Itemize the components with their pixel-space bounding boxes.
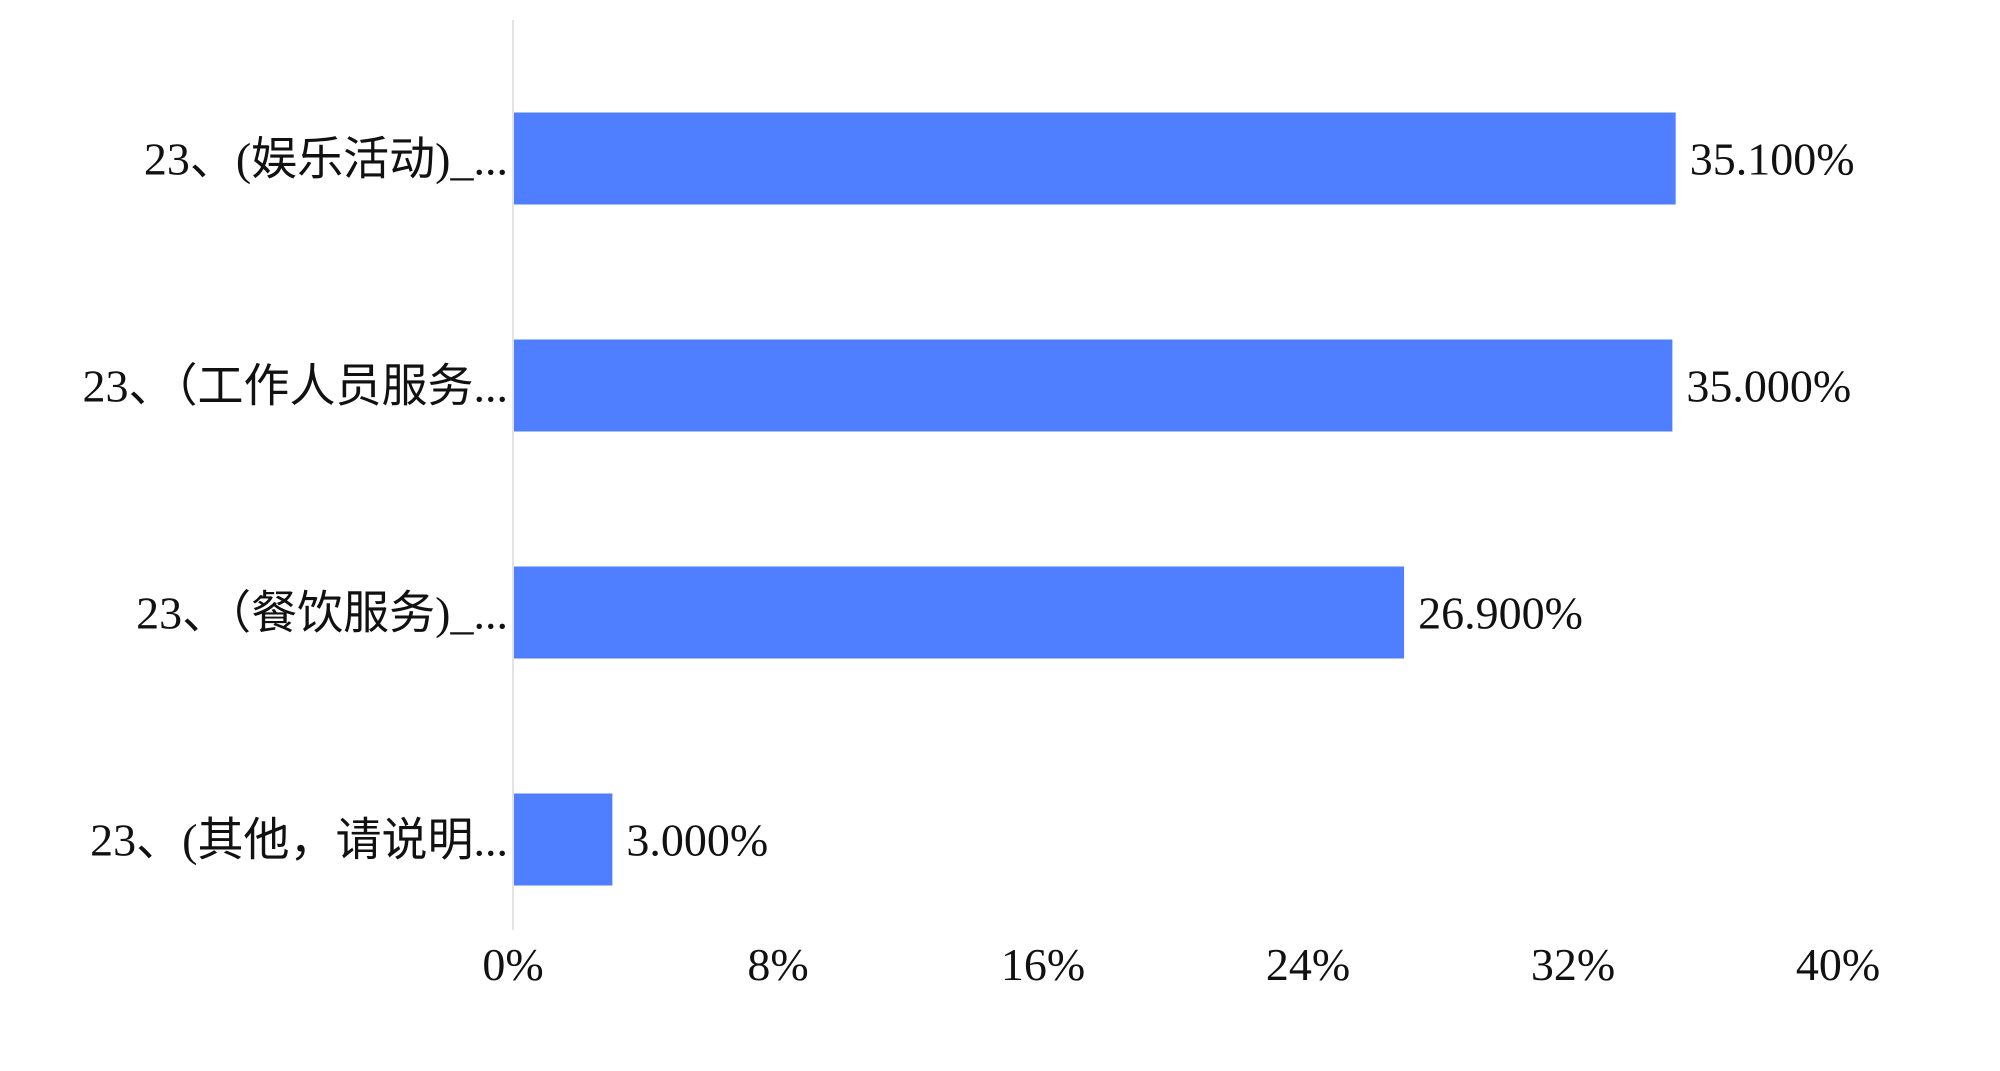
category-label: 23、（工作人员服务...: [83, 361, 509, 412]
data-label: 3.000%: [626, 815, 768, 866]
data-label: 26.900%: [1418, 588, 1583, 639]
x-tick-label: 32%: [1531, 939, 1615, 990]
value-labels: 35.100% 35.000% 26.900% 3.000%: [626, 134, 1854, 866]
category-label: 23、(其他，请说明...: [90, 815, 508, 866]
x-tick-label: 0%: [482, 939, 543, 990]
x-tick-label: 16%: [1001, 939, 1085, 990]
x-tick-label: 24%: [1266, 939, 1350, 990]
x-axis-tick-labels: 0% 8% 16% 24% 32% 40%: [482, 939, 1880, 990]
category-label: 23、(娱乐活动)_...: [144, 134, 508, 185]
bars-layer: [514, 112, 1676, 886]
x-tick-label: 40%: [1796, 939, 1880, 990]
category-labels: 23、(娱乐活动)_... 23、（工作人员服务... 23、（餐饮服务)_... 2…: [83, 134, 509, 866]
data-label: 35.000%: [1686, 361, 1851, 412]
bar: [514, 566, 1405, 659]
bar: [514, 793, 613, 886]
data-label: 35.100%: [1690, 134, 1855, 185]
bar: [514, 112, 1676, 205]
bar: [514, 339, 1673, 432]
category-label: 23、（餐饮服务)_...: [136, 588, 508, 639]
x-tick-label: 8%: [747, 939, 808, 990]
